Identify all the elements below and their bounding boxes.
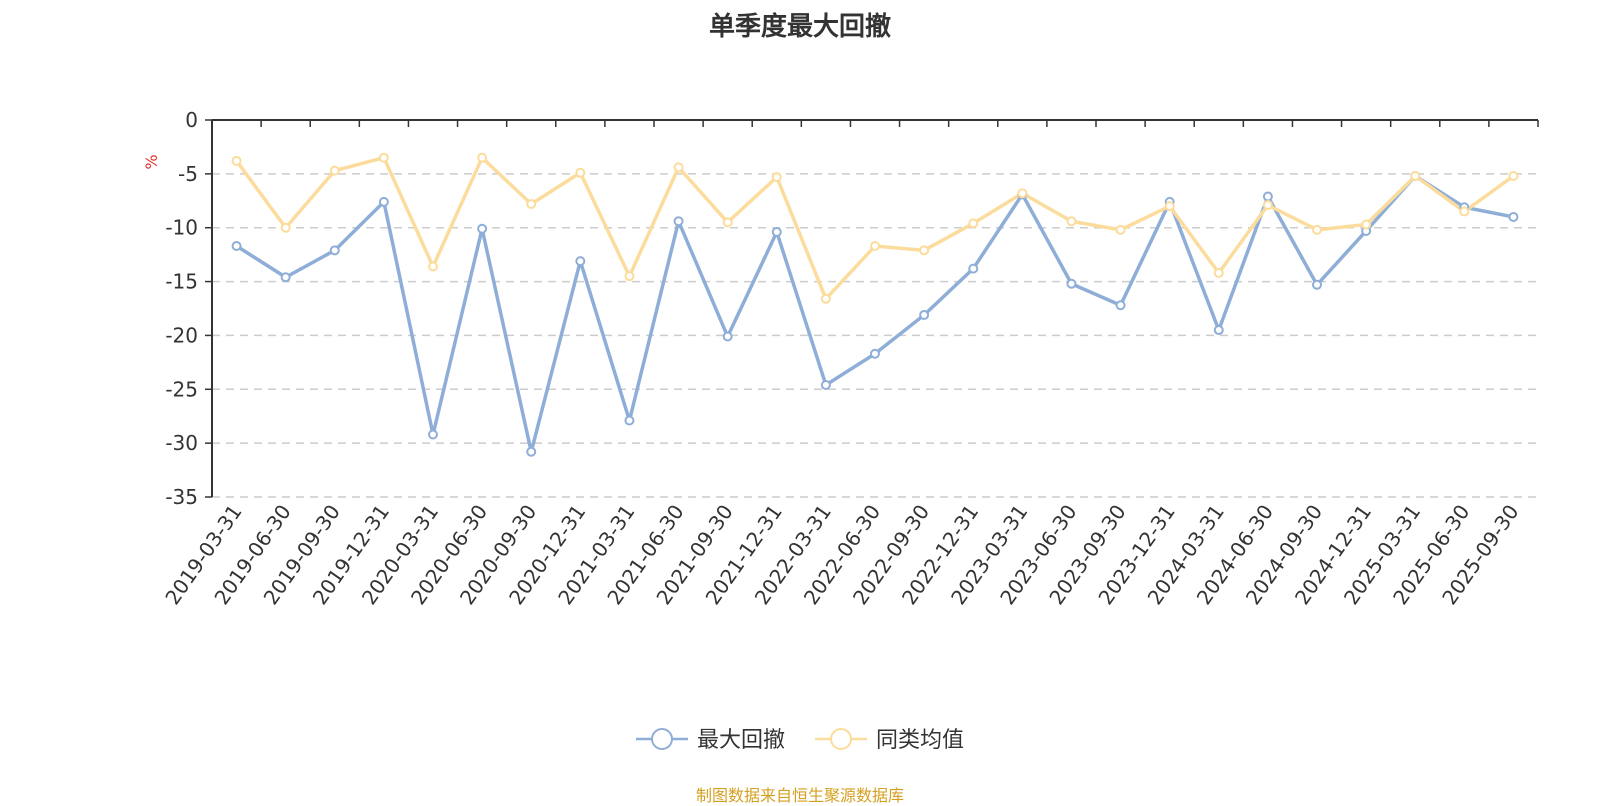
- series-line-1: [235, 174, 1514, 454]
- chart-title: 单季度最大回撤: [708, 12, 891, 42]
- y-tick-label: -35: [165, 485, 198, 509]
- data-point-1: [1262, 191, 1273, 202]
- y-tick-label: -30: [165, 431, 198, 455]
- data-point-2: [722, 217, 733, 228]
- y-tick-label: -15: [165, 270, 198, 294]
- data-point-2: [1361, 219, 1372, 230]
- data-point-1: [624, 415, 635, 426]
- data-point-2: [771, 172, 782, 183]
- data-point-1: [1508, 211, 1519, 222]
- data-point-2: [1164, 201, 1175, 212]
- data-point-2: [1312, 224, 1322, 235]
- data-point-1: [526, 446, 537, 457]
- data-point-1: [870, 348, 880, 359]
- data-point-1: [1066, 278, 1077, 289]
- data-point-2: [280, 222, 291, 233]
- y-tick-label: -25: [165, 377, 198, 401]
- data-point-1: [231, 241, 242, 252]
- grid-lines: [212, 173, 1538, 498]
- data-point-2: [1066, 216, 1077, 227]
- source-note: 制图数据来自恒生聚源数据库: [695, 786, 904, 805]
- data-point-1: [1115, 300, 1126, 311]
- legend: 最大回撤 同类均值: [636, 728, 964, 753]
- data-point-1: [378, 196, 389, 207]
- data-point-1: [428, 429, 438, 440]
- data-point-2: [477, 152, 488, 163]
- data-point-2: [1410, 171, 1421, 182]
- data-point-2: [575, 167, 586, 178]
- data-point-1: [968, 263, 979, 274]
- data-point-2: [428, 261, 438, 272]
- data-point-1: [329, 245, 340, 256]
- data-point-1: [820, 379, 831, 390]
- data-point-2: [1508, 171, 1519, 182]
- y-axis: 0 -5 -10 -15 -20 -25 -30 -35%: [142, 108, 213, 509]
- y-tick-label: 0: [185, 108, 198, 132]
- data-point-2: [1262, 200, 1273, 211]
- data-point-2: [1017, 188, 1028, 199]
- data-point-1: [771, 227, 782, 238]
- data-point-2: [820, 293, 831, 304]
- data-point-2: [968, 218, 979, 229]
- data-point-1: [477, 223, 488, 234]
- data-point-2: [1115, 224, 1126, 235]
- data-point-2: [1459, 206, 1470, 217]
- data-point-1: [673, 216, 684, 227]
- data-point-2: [231, 155, 242, 166]
- x-axis: 2019-03-312019-06-302019-09-302019-12-31…: [160, 119, 1539, 609]
- legend-label: 同类均值: [876, 728, 964, 753]
- data-point-1: [722, 331, 733, 342]
- data-point-2: [329, 165, 340, 176]
- y-tick-label: -20: [165, 323, 198, 347]
- y-tick-label: -10: [165, 216, 198, 240]
- legend-marker: [651, 728, 673, 750]
- data-point-2: [624, 271, 635, 282]
- line-chart: 0 -5 -10 -15 -20 -25 -30 -35% 2019-03-312019-06…: [142, 108, 1539, 753]
- y-tick-label: -5: [178, 162, 198, 186]
- data-point-1: [1312, 279, 1322, 290]
- data-point-1: [1213, 325, 1224, 336]
- data-point-2: [526, 199, 537, 210]
- legend-label: 最大回撤: [697, 728, 785, 753]
- data-point-1: [575, 256, 586, 267]
- data-point-1: [919, 309, 930, 320]
- data-point-2: [673, 162, 684, 173]
- data-point-1: [280, 272, 291, 283]
- data-point-2: [1213, 267, 1224, 278]
- data-point-2: [870, 241, 880, 252]
- data-point-2: [378, 152, 389, 163]
- data-point-2: [919, 245, 930, 256]
- series-layer: [231, 152, 1519, 457]
- y-axis-unit: %: [142, 154, 161, 169]
- legend-marker: [830, 728, 852, 750]
